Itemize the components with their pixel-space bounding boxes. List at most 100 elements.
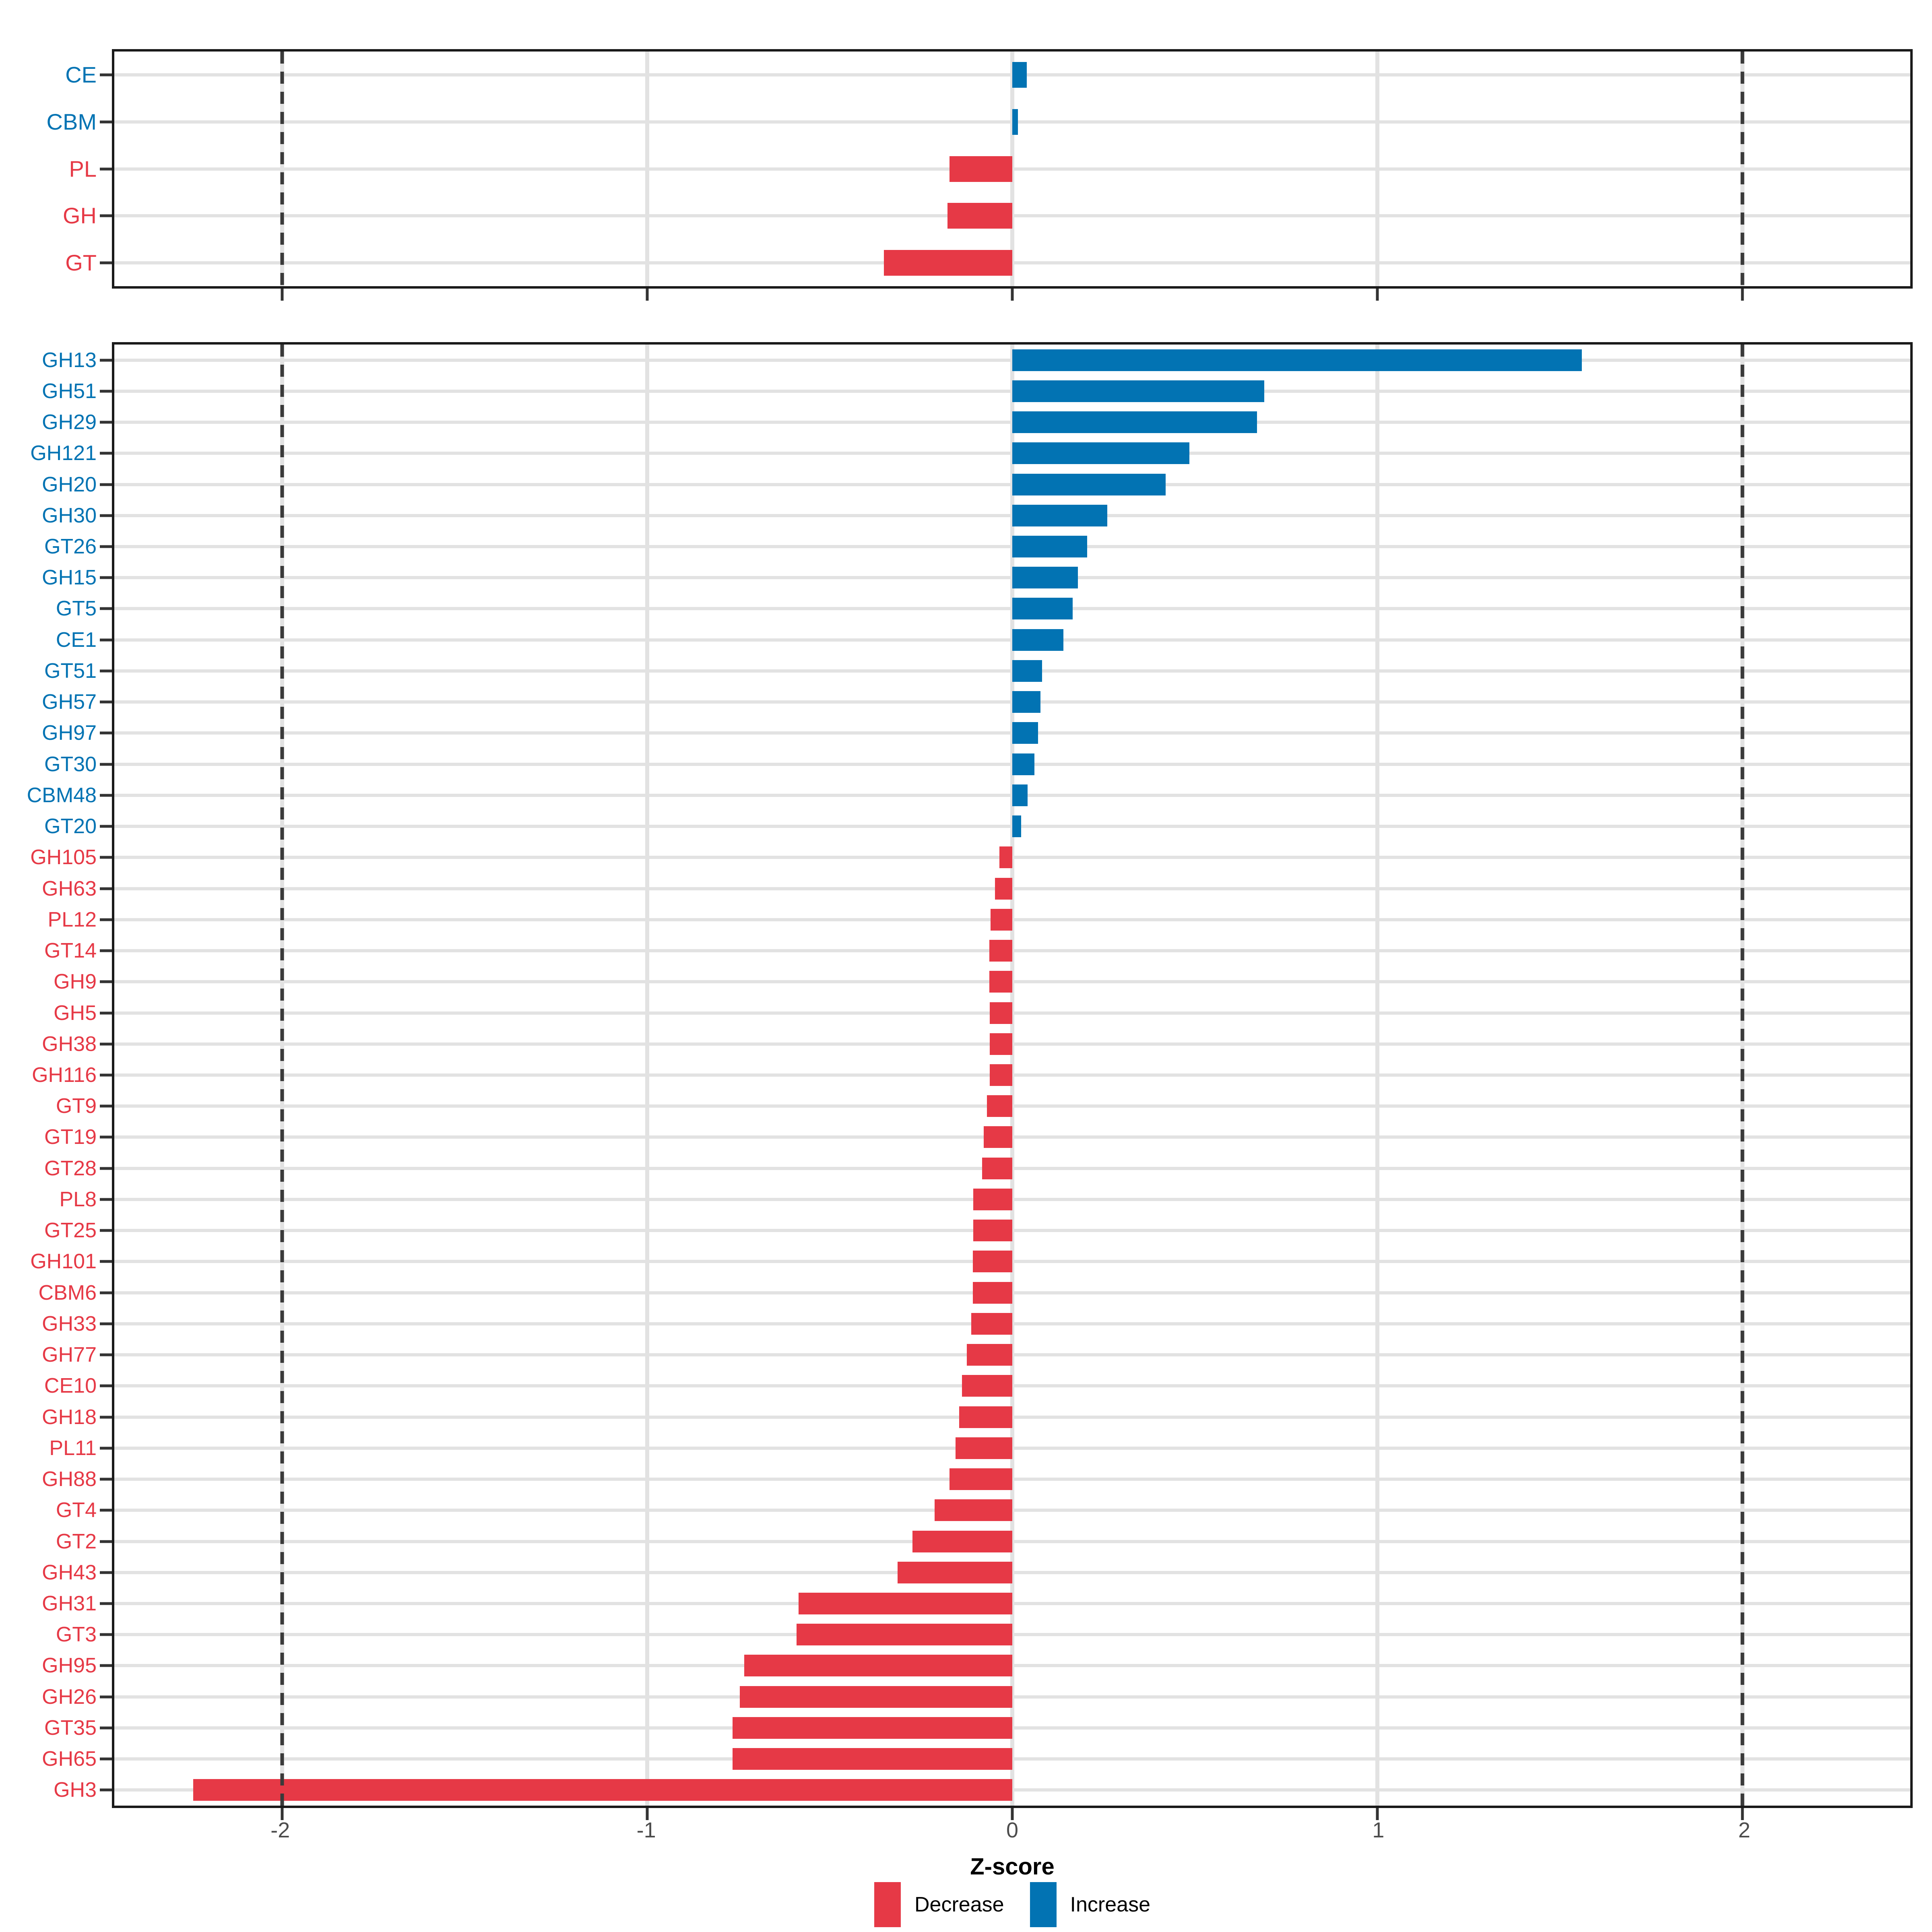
horizontal-gridline bbox=[114, 918, 1910, 921]
x-axis-tick-mark bbox=[281, 1808, 284, 1820]
decrease-label: Decrease bbox=[914, 1893, 1004, 1916]
horizontal-gridline bbox=[114, 1322, 1910, 1325]
zscore-bar bbox=[898, 1561, 1012, 1583]
horizontal-gridline bbox=[114, 1042, 1910, 1046]
category-label: GT bbox=[65, 250, 97, 275]
category-label: GT26 bbox=[44, 535, 97, 559]
y-axis-tick-mark bbox=[100, 638, 112, 642]
horizontal-gridline bbox=[114, 214, 1910, 218]
horizontal-gridline bbox=[114, 261, 1910, 264]
category-label: GH95 bbox=[42, 1654, 97, 1678]
category-label: GT5 bbox=[56, 597, 97, 621]
zscore-bar bbox=[934, 1499, 1012, 1521]
dashed-reference-line bbox=[280, 52, 284, 286]
zscore-bar bbox=[1012, 660, 1042, 682]
x-axis-tick-mark bbox=[646, 289, 649, 301]
zscore-bar bbox=[966, 1344, 1012, 1366]
y-axis-tick-mark bbox=[100, 607, 112, 610]
legend-item-decrease: Decrease bbox=[874, 1882, 1004, 1927]
category-label: GH bbox=[63, 203, 97, 229]
category-label: GH88 bbox=[42, 1468, 97, 1491]
zscore-bar bbox=[1012, 784, 1028, 806]
dashed-reference-line bbox=[1740, 345, 1744, 1806]
category-label: GT3 bbox=[56, 1623, 97, 1647]
zscore-bar bbox=[971, 1313, 1012, 1335]
horizontal-gridline bbox=[114, 1197, 1910, 1201]
zscore-bar bbox=[883, 250, 1012, 276]
zscore-bar bbox=[947, 203, 1012, 229]
category-label: GT9 bbox=[56, 1094, 97, 1118]
zscore-bar bbox=[1012, 629, 1063, 651]
category-label: PL12 bbox=[47, 908, 97, 931]
category-label: GT2 bbox=[56, 1530, 97, 1553]
legend-item-increase: Increase bbox=[1030, 1882, 1150, 1927]
zscore-bar bbox=[1012, 442, 1189, 464]
category-label: GH51 bbox=[42, 379, 97, 403]
zscore-bar bbox=[995, 877, 1012, 900]
x-axis-tick-mark bbox=[1741, 289, 1744, 301]
x-axis-tick-mark bbox=[1011, 289, 1014, 301]
category-label: GH101 bbox=[30, 1250, 97, 1274]
category-label: GH20 bbox=[42, 473, 97, 496]
category-label: GH77 bbox=[42, 1343, 97, 1367]
category-label: GH43 bbox=[42, 1560, 97, 1584]
y-axis-tick-mark bbox=[100, 1229, 112, 1232]
zscore-bar bbox=[1012, 349, 1582, 371]
y-axis-tick-mark bbox=[100, 1726, 112, 1730]
y-axis-tick-mark bbox=[100, 1260, 112, 1263]
x-axis-tick-label: 1 bbox=[1372, 1818, 1385, 1842]
zscore-bar bbox=[797, 1624, 1012, 1646]
horizontal-gridline bbox=[114, 1695, 1910, 1699]
zscore-bar bbox=[1012, 815, 1021, 838]
category-label: GH63 bbox=[42, 877, 97, 900]
category-label: GH15 bbox=[42, 566, 97, 590]
y-axis-tick-mark bbox=[100, 1478, 112, 1481]
horizontal-gridline bbox=[114, 1571, 1910, 1574]
zscore-bar bbox=[982, 1157, 1012, 1179]
zscore-bar bbox=[1012, 722, 1038, 744]
horizontal-gridline bbox=[114, 1011, 1910, 1015]
horizontal-gridline bbox=[114, 1104, 1910, 1108]
horizontal-gridline bbox=[114, 1602, 1910, 1605]
y-axis-tick-mark bbox=[100, 1540, 112, 1543]
category-label: CBM48 bbox=[27, 783, 97, 807]
zscore-bar bbox=[984, 1126, 1012, 1148]
x-axis-tick-mark bbox=[646, 1808, 649, 1820]
decrease-swatch bbox=[874, 1882, 901, 1927]
y-axis-tick-mark bbox=[100, 794, 112, 797]
y-axis-tick-mark bbox=[100, 1042, 112, 1046]
category-label: GH33 bbox=[42, 1312, 97, 1335]
category-label: CE10 bbox=[44, 1374, 97, 1398]
y-axis-tick-mark bbox=[100, 1695, 112, 1699]
y-axis-tick-mark bbox=[100, 825, 112, 828]
category-label: GH3 bbox=[54, 1778, 97, 1802]
horizontal-gridline bbox=[114, 1726, 1910, 1730]
y-axis-tick-mark bbox=[100, 214, 112, 217]
zscore-bar bbox=[1012, 691, 1040, 713]
y-axis-tick-mark bbox=[100, 1104, 112, 1108]
x-axis-tick-label: -1 bbox=[636, 1818, 656, 1842]
horizontal-gridline bbox=[114, 949, 1910, 953]
x-axis-tick-mark bbox=[1376, 1808, 1379, 1820]
zscore-bar bbox=[989, 940, 1012, 962]
zscore-bar bbox=[912, 1530, 1012, 1552]
zscore-bar bbox=[989, 1002, 1012, 1024]
category-label: GH18 bbox=[42, 1405, 97, 1429]
y-axis-tick-mark bbox=[100, 261, 112, 264]
category-label: GH65 bbox=[42, 1747, 97, 1771]
category-label: GH105 bbox=[30, 846, 97, 869]
zscore-bar bbox=[1012, 598, 1073, 620]
x-axis-tick-mark bbox=[1741, 1808, 1744, 1820]
category-label: GT20 bbox=[44, 815, 97, 838]
y-axis-tick-mark bbox=[100, 1291, 112, 1294]
x-axis-tick-label: 2 bbox=[1738, 1818, 1750, 1842]
category-label: GH5 bbox=[54, 1001, 97, 1025]
dashed-reference-line bbox=[280, 345, 284, 1806]
zscore-bar bbox=[989, 1033, 1012, 1055]
y-axis-tick-mark bbox=[100, 1353, 112, 1356]
cazyme-class-panel: CE CBM PL GH GT bbox=[47, 49, 1913, 301]
y-axis-tick-mark bbox=[100, 669, 112, 673]
horizontal-gridline bbox=[114, 1166, 1910, 1170]
y-axis-tick-mark bbox=[100, 731, 112, 735]
category-label: PL8 bbox=[59, 1187, 97, 1211]
